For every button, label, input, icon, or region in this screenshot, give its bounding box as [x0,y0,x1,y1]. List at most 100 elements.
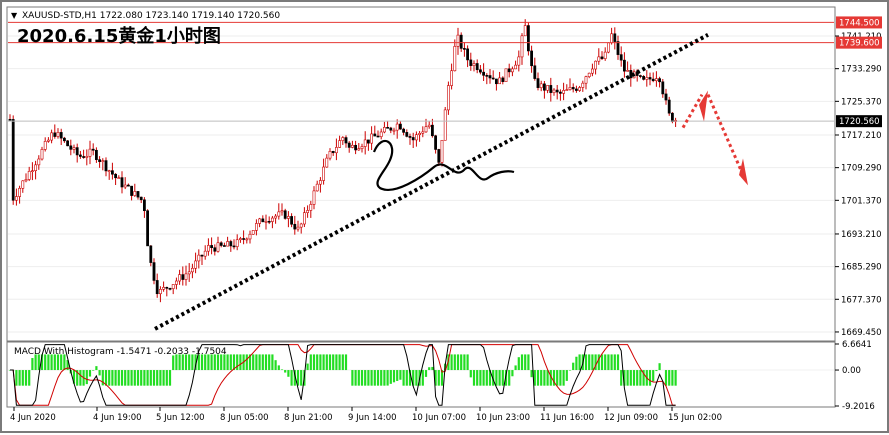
candle-bear [559,92,561,93]
macd-histogram-bar [620,370,622,386]
support-trend-line[interactable] [155,35,708,329]
macd-histogram-bar [665,370,667,386]
macd-histogram-bar [15,370,17,386]
candle-bull [515,65,517,69]
time-tick-label: 10 Jun 23:00 [476,413,530,423]
macd-histogram-bar [403,370,405,386]
candle-bear [214,248,216,252]
candle-bear [150,246,152,263]
macd-histogram-bar [585,354,587,370]
macd-histogram-bar [345,354,347,370]
candle-bull [102,161,104,162]
macd-histogram-bar [502,370,504,386]
candle-bull [454,46,456,70]
candle-bear [220,243,222,246]
main-plot-border [7,7,835,341]
macd-histogram-bar [99,370,101,375]
collapse-triangle-icon[interactable]: ▼ [11,11,18,20]
candle-bear [153,263,155,281]
candle-bull [566,90,568,91]
macd-histogram-bar [483,370,485,386]
candle-bear [284,211,286,219]
projection-down-path [708,95,744,177]
candle-bull [428,125,430,127]
candle-bull [271,218,273,221]
candle-bear [60,132,62,138]
candle-bear [537,79,539,88]
candle-bear [294,224,296,229]
macd-histogram-bar [326,354,328,370]
macd-histogram-bar [131,370,133,386]
macd-histogram-bar [521,354,523,370]
macd-histogram-bar [380,370,382,386]
candle-bull [175,281,177,284]
candle-bull [179,275,181,281]
macd-histogram-bar [415,370,417,386]
macd-histogram-bar [575,357,577,370]
time-tick-label: 11 Jun 16:00 [540,413,594,423]
macd-histogram-bar [147,370,149,386]
candle-bull [595,61,597,69]
candle-bull [316,184,318,191]
candle-bear [467,49,469,60]
candle-bull [188,272,190,274]
candle-bear [652,79,654,81]
candle-bull [540,84,542,88]
candle-bear [463,48,465,49]
candle-bull [249,234,251,239]
macd-histogram-bar [230,354,232,370]
candle-bull [646,77,648,79]
candle-bear [502,78,504,82]
candle-bull [86,156,88,157]
macd-histogram-bar [143,370,145,386]
candle-bear [54,133,56,137]
macd-histogram-bar [563,370,565,386]
macd-histogram-bar [479,370,481,386]
candle-bull [511,69,513,72]
macd-histogram-bar [393,370,395,382]
macd-histogram-bar [105,370,107,386]
candle-bull [396,124,398,130]
price-tick-label: 1685.290 [841,263,882,273]
macd-histogram-bar [431,367,433,370]
candle-bull [518,57,520,65]
candle-bull [499,78,501,84]
candle-bear [617,42,619,55]
macd-histogram-bar [108,370,110,386]
macd-histogram-bar [287,370,289,377]
candle-bull [255,223,257,230]
candle-bear [614,34,616,42]
candle-bull [281,211,283,212]
candle-bull [342,138,344,141]
candle-bear [156,280,158,293]
price-tick-label: 1669.450 [841,328,882,338]
candle-bear [166,287,168,288]
candle-bear [601,57,603,59]
macd-histogram-bar [355,370,357,386]
candle-bull [313,191,315,205]
macd-histogram-bar [316,354,318,370]
candle-bear [671,113,673,121]
candle-bull [591,69,593,73]
candle-bull [259,219,261,224]
macd-histogram-bar [511,370,513,376]
macd-histogram-bar [527,354,529,370]
candle-bull [598,57,600,61]
candle-bear [105,161,107,171]
candle-bull [627,70,629,71]
price-tick-label: 1677.370 [841,295,882,305]
macd-histogram-bar [547,370,549,386]
candle-bull [15,197,17,201]
candle-bear [79,155,81,157]
macd-histogram-bar [588,354,590,370]
candle-bull [297,227,299,229]
macd-histogram-bar [153,370,155,386]
candle-bull [227,241,229,246]
candle-bear [399,124,401,129]
candle-bear [492,78,494,79]
candle-bear [409,136,411,137]
macd-histogram-bar [169,370,171,386]
candle-bear [83,156,85,157]
